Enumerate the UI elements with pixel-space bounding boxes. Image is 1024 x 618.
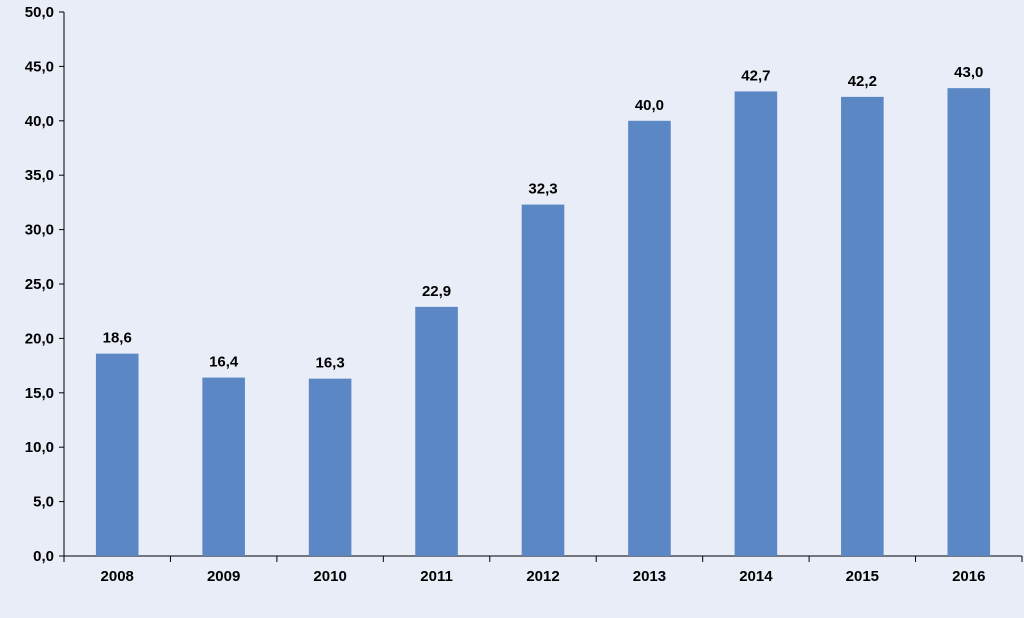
x-tick-label-2014: 2014 [739,568,773,585]
x-tick-label-2016: 2016 [952,568,985,585]
y-tick-label: 15,0 [25,385,54,402]
x-tick-label-2009: 2009 [207,568,240,585]
y-tick-label: 45,0 [25,58,54,75]
bar-2009 [202,377,245,556]
bar-2016 [947,88,991,556]
y-tick-label: 20,0 [25,330,54,347]
data-label-2012: 32,3 [528,181,557,198]
data-label-2016: 43,0 [954,64,983,81]
y-tick-label: 10,0 [25,439,54,456]
y-tick-label: 25,0 [25,276,54,293]
y-tick-label: 30,0 [25,222,54,239]
y-tick-label: 40,0 [25,113,54,130]
x-axis: 2008 2009 2010 2011 2012 2013 2014 2015 2016 [63,555,1023,585]
x-tick-label-2010: 2010 [313,568,346,585]
data-label-2008: 18,6 [103,330,132,347]
bar-2012 [521,204,565,557]
bar-2008 [95,353,139,556]
bar-2014 [734,91,778,556]
y-tick-label: 5,0 [33,494,54,511]
data-label-2010: 16,3 [316,355,345,372]
data-label-2009: 16,4 [209,354,239,371]
x-tick-label-2012: 2012 [526,568,559,585]
bar-2010 [308,378,352,556]
bar-2011 [415,306,458,556]
bar-2013 [628,120,671,557]
data-label-2013: 40,0 [635,97,664,114]
x-tick-label-2013: 2013 [633,568,666,585]
data-label-2014: 42,7 [741,67,770,84]
x-tick-label-2011: 2011 [420,568,453,585]
x-tick-label-2008: 2008 [101,568,134,585]
data-label-2015: 42,2 [848,73,877,90]
y-tick-label: 0,0 [33,548,54,565]
x-tick-label-2015: 2015 [846,568,879,585]
data-labels: 18,6 16,4 16,3 22,9 32,3 40,0 42,7 42,2 43,0 [103,64,984,371]
bars [95,88,991,557]
y-tick-label: 50,0 [25,4,54,21]
y-tick-label: 35,0 [25,167,54,184]
bar-2015 [841,96,884,556]
data-label-2011: 22,9 [422,283,451,300]
y-axis: 0,0 5,0 10,0 15,0 20,0 25,0 30,0 35,0 40,0 45,0 50… [25,4,65,565]
